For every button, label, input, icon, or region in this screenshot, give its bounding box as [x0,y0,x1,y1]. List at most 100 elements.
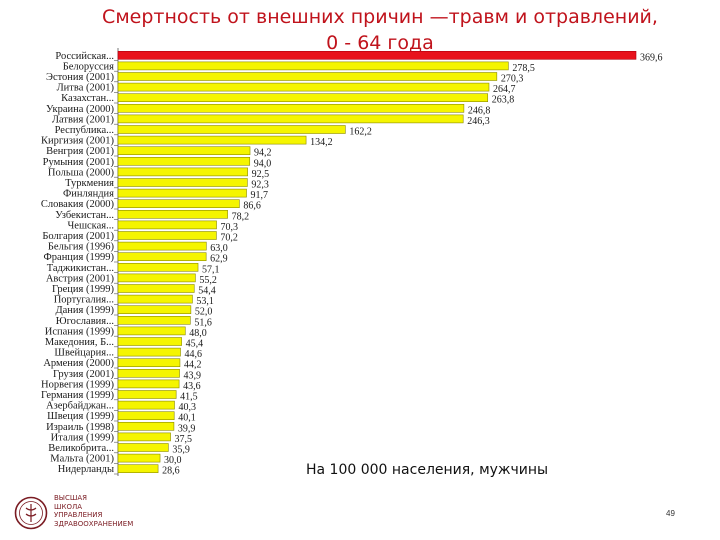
bar [117,464,159,474]
category-label: Российская... [55,51,114,62]
value-label: 86,6 [243,201,261,212]
bar [117,114,464,124]
category-label: Белоруссия [63,61,114,72]
value-label: 62,9 [210,254,228,265]
category-label: Эстония (2001) [46,72,114,83]
bar-chart: Российская... 369,6 Белоруссия 278,5 Эстония… [41,48,663,477]
category-label: Румыния (2001) [43,157,115,168]
value-label: 40,3 [178,402,196,413]
category-label: Финляндия [63,189,114,200]
bar [117,443,169,452]
category-label: Чешская... [67,220,114,231]
bar [117,453,161,463]
bar [117,358,181,368]
value-label: 48,0 [189,328,207,339]
chart-title: Смертность от внешних причин —травм и от… [60,4,700,56]
value-label: 43,9 [184,370,202,381]
bar [117,368,180,378]
value-label: 45,4 [186,339,204,350]
bar [117,252,207,261]
bar [117,390,177,399]
category-label: Италия (1999) [51,432,115,443]
value-label: 43,6 [183,381,201,392]
category-label: Израиль (1998) [46,422,114,433]
bar [117,199,240,208]
value-label: 41,5 [180,392,198,403]
bar [117,135,307,145]
value-label: 39,9 [178,423,196,434]
value-label: 91,7 [251,190,268,201]
value-label: 55,2 [199,275,217,286]
bar [117,220,217,230]
category-label: Болгария (2001) [42,231,114,242]
category-label: Нидерланды [58,464,114,475]
logo-line-2: ШКОЛА [54,502,83,511]
value-label: 30,0 [164,455,182,466]
bar [117,241,207,251]
value-label: 94,2 [254,148,271,159]
value-label: 44,2 [184,360,202,371]
value-label: 35,9 [172,445,190,456]
value-label: 278,5 [512,63,535,74]
value-label: 246,8 [468,105,491,116]
value-label: 57,1 [202,264,220,275]
value-label: 52,0 [195,307,213,318]
category-label: Франция (1999) [43,252,114,263]
category-label: Бельгия (1996) [48,242,115,253]
bar [117,104,465,113]
category-label: Узбекистан... [55,210,114,221]
category-label: Венгрия (2001) [46,146,114,157]
bar [117,421,175,431]
bar [117,347,181,357]
crest-emblem-icon [14,496,48,530]
page-number: 49 [666,509,675,518]
bar [117,93,489,102]
bar [117,167,248,177]
value-label: 37,5 [175,434,193,445]
category-label: Туркмения [65,178,114,189]
bar [117,50,637,60]
bar [117,294,193,304]
chart-title-line-2: 0 - 64 года [326,32,434,54]
bar [117,262,199,272]
value-label: 70,2 [220,233,238,244]
category-label: Украина (2000) [46,104,115,115]
category-label: Греция (1999) [52,284,115,295]
bar [117,157,251,166]
value-label: 369,6 [640,52,663,63]
category-label: Латвия (2001) [52,114,115,125]
category-label: Норвегия (1999) [41,379,115,390]
category-label: Австрия (2001) [46,273,115,284]
bar [117,379,180,389]
category-label: Испания (1999) [45,326,115,337]
value-label: 264,7 [493,84,516,95]
bar [117,210,228,219]
category-label: Швейцария... [54,348,114,359]
value-label: 246,3 [467,116,490,127]
bar [117,188,247,198]
bar [117,273,196,283]
category-label: Португалия... [54,295,114,306]
bar [117,400,175,410]
value-label: 40,1 [178,413,196,424]
bar [117,315,191,325]
bar [117,61,509,71]
value-label: 270,3 [501,74,524,85]
value-label: 54,4 [198,286,216,297]
bar [117,411,175,421]
logo-line-4: ЗДРАВООХРАНЕНИЕМ [54,519,134,528]
value-label: 70,3 [221,222,239,233]
bar [117,72,498,81]
bar [117,178,248,187]
category-label: Швеция (1999) [47,411,114,422]
category-label: Литва (2001) [57,83,115,94]
category-label: Германия (1999) [41,390,114,401]
value-label: 263,8 [492,95,515,106]
category-label: Республика... [55,125,114,136]
bar [117,432,171,442]
category-label: Великобрита... [48,443,114,454]
value-label: 78,2 [232,211,250,222]
category-label: Словакия (2000) [41,199,115,210]
category-label: Киргизия (2001) [41,136,115,147]
bar [117,326,186,336]
